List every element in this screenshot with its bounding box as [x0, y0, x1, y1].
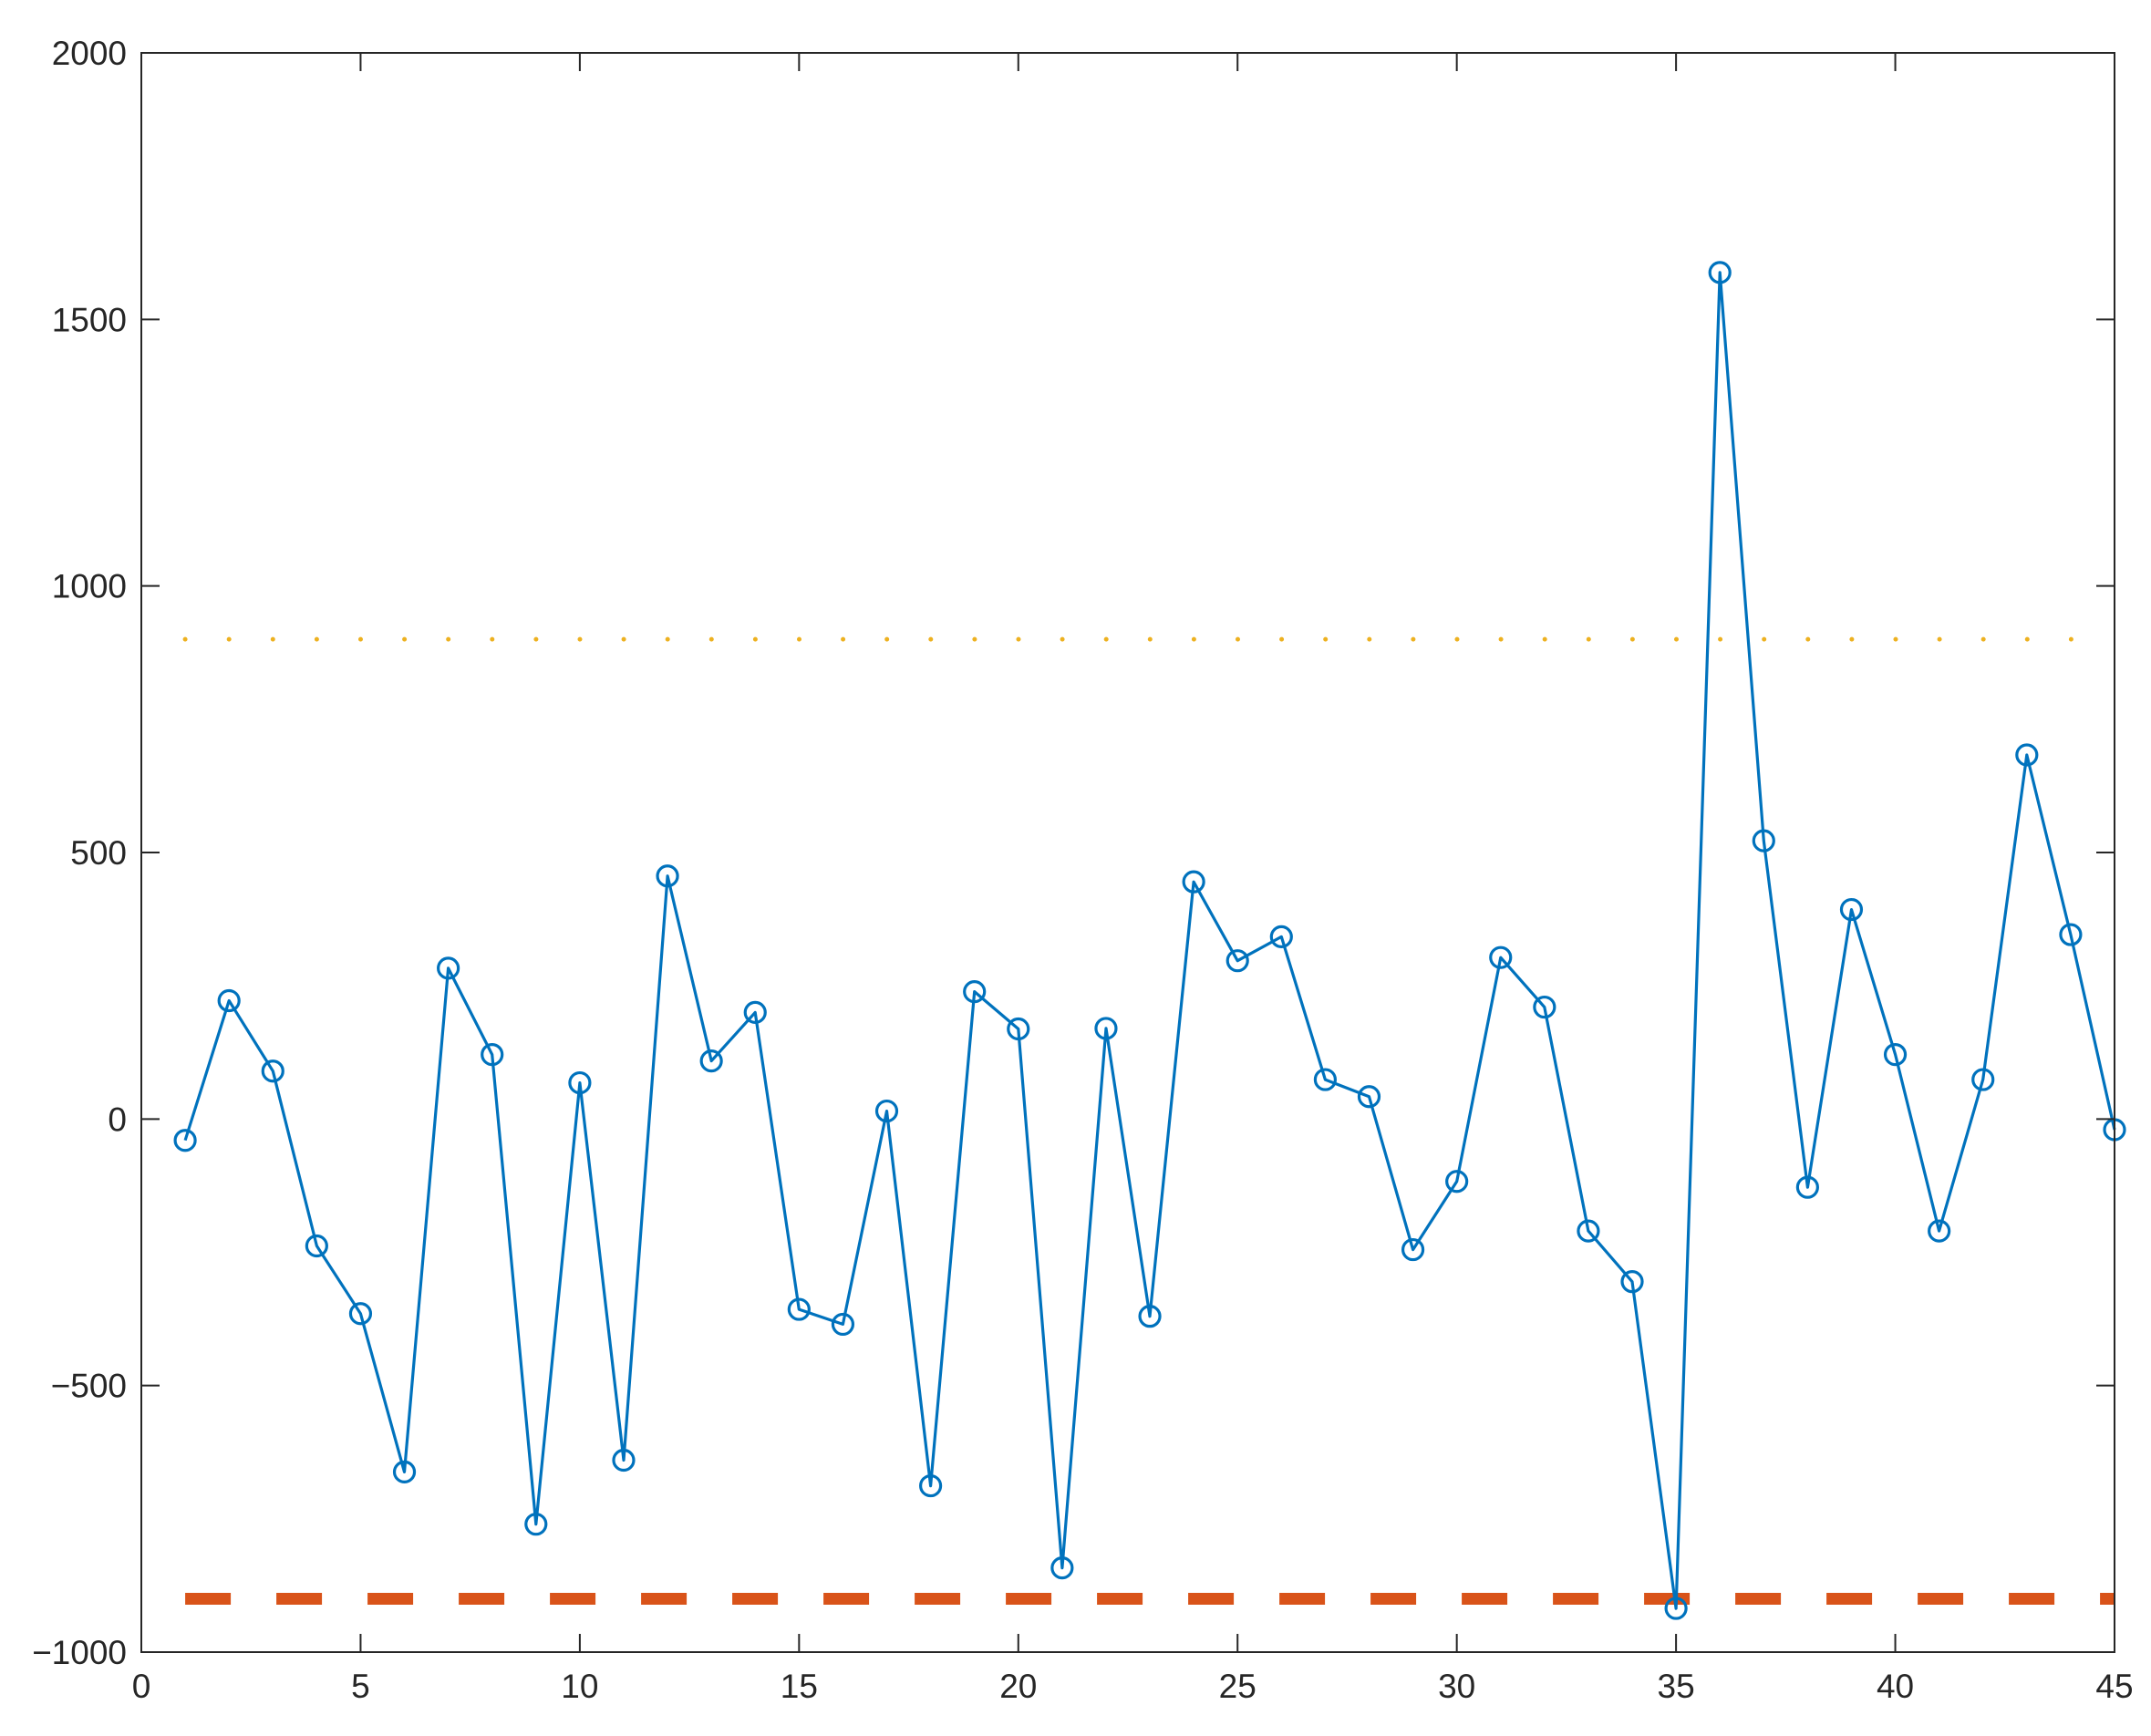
- data-point-marker: [1620, 1270, 1644, 1294]
- data-point-marker: [1313, 1068, 1338, 1091]
- x-tick-label: 10: [561, 1668, 598, 1705]
- data-point-marker: [261, 1059, 284, 1083]
- y-tick-label: −1000: [32, 1634, 127, 1671]
- data-point-marker: [437, 956, 460, 980]
- series-layer: [173, 261, 2126, 1620]
- data-point-marker: [217, 988, 241, 1013]
- x-tick-label: 20: [999, 1668, 1037, 1705]
- reference-lines: [182, 636, 2117, 1606]
- x-tick-label: 5: [351, 1668, 370, 1705]
- data-point-marker: [305, 1234, 328, 1258]
- data-point-marker: [1007, 1017, 1030, 1041]
- data-point-marker: [1445, 1170, 1469, 1194]
- data-point-marker: [831, 1312, 855, 1337]
- data-point-marker: [1928, 1219, 1951, 1243]
- data-point-marker: [1664, 1596, 1688, 1620]
- data-point-marker: [963, 979, 987, 1004]
- data-point-marker: [1050, 1556, 1074, 1580]
- data-point-marker: [699, 1049, 723, 1073]
- data-point-marker: [1533, 995, 1556, 1019]
- data-point-marker: [1795, 1175, 1819, 1199]
- data-point-marker: [524, 1513, 548, 1536]
- axes: 0 5 10 15 20 25 30 35 40 45 −1000 −500 0 500 1000 1500 2…: [32, 35, 2134, 1705]
- series-line: [183, 271, 2116, 1610]
- x-tick-label: 40: [1877, 1668, 1914, 1705]
- y-tick-label: 2000: [52, 35, 127, 72]
- data-point-marker: [481, 1042, 504, 1067]
- data-point-marker: [1577, 1219, 1600, 1243]
- data-point-marker: [568, 1070, 592, 1095]
- data-point-marker: [656, 864, 679, 888]
- data-point-marker: [1357, 1085, 1381, 1109]
- data-point-marker: [1094, 1017, 1118, 1040]
- data-point-marker: [1971, 1068, 1995, 1091]
- data-point-marker: [1182, 870, 1205, 894]
- data-point-marker: [2015, 743, 2039, 767]
- data-point-marker: [1269, 925, 1293, 948]
- data-point-marker: [392, 1460, 417, 1483]
- y-tick-label: 500: [70, 834, 127, 872]
- data-point-marker: [787, 1297, 811, 1321]
- data-point-marker: [1401, 1237, 1425, 1262]
- data-point-marker: [612, 1448, 636, 1472]
- x-tick-label: 45: [2095, 1668, 2133, 1705]
- x-tick-label: 25: [1219, 1668, 1256, 1705]
- y-tick-label: −500: [51, 1368, 127, 1405]
- data-point-marker: [1839, 897, 1864, 922]
- x-tick-label: 15: [781, 1668, 818, 1705]
- x-tick-label: 35: [1658, 1668, 1695, 1705]
- data-point-marker: [2059, 923, 2083, 946]
- y-tick-label: 1500: [52, 301, 127, 338]
- data-point-marker: [1883, 1042, 1908, 1067]
- data-point-marker: [1138, 1305, 1162, 1328]
- plot-area: [141, 53, 2115, 1652]
- data-point-marker: [743, 1000, 767, 1025]
- y-tick-label: 0: [108, 1100, 127, 1138]
- data-point-marker: [918, 1473, 943, 1498]
- data-point-marker: [874, 1099, 899, 1123]
- data-point-marker: [1708, 261, 1732, 284]
- y-tick-label: 1000: [52, 568, 127, 605]
- data-point-marker: [348, 1302, 373, 1326]
- data-point-marker: [1752, 829, 1775, 852]
- data-point-marker: [1225, 949, 1249, 973]
- x-tick-label: 0: [132, 1668, 151, 1705]
- data-point-marker: [173, 1129, 197, 1152]
- data-point-marker: [1489, 946, 1513, 969]
- x-tick-label: 30: [1438, 1668, 1475, 1705]
